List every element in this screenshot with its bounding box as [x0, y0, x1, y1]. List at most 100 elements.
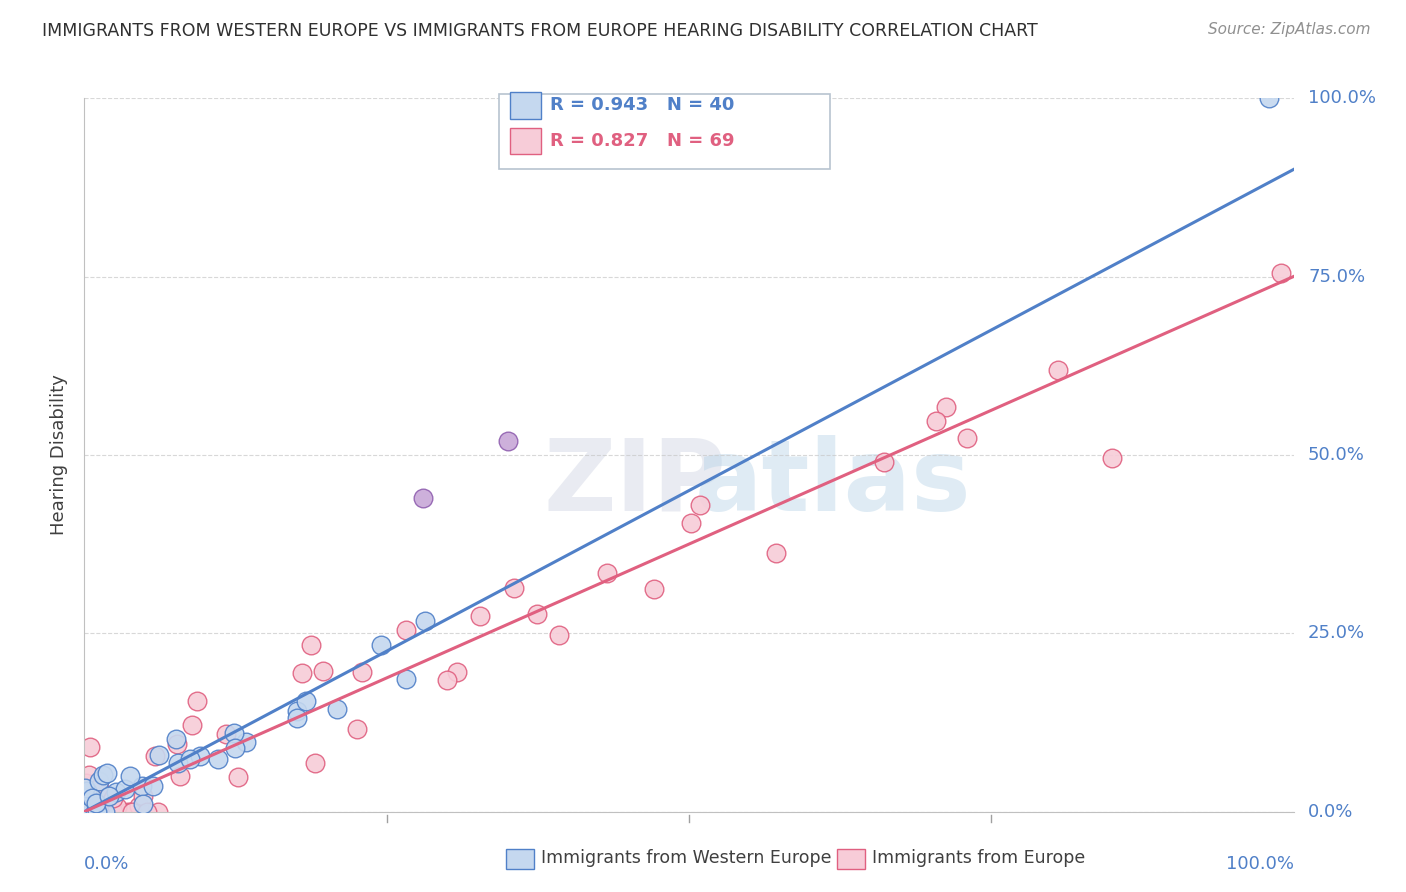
- Point: [131, 779, 153, 793]
- Point: [79, 805, 101, 819]
- Point: [76, 805, 98, 819]
- Point: [77, 805, 100, 819]
- Point: [148, 747, 170, 762]
- Point: [1270, 266, 1292, 280]
- Point: [77, 805, 100, 819]
- Point: [285, 711, 308, 725]
- Point: [186, 694, 208, 708]
- Point: [188, 749, 211, 764]
- Point: [76, 784, 98, 798]
- Text: 75.0%: 75.0%: [1308, 268, 1365, 285]
- Point: [689, 498, 711, 512]
- Point: [235, 735, 257, 749]
- Point: [79, 739, 101, 754]
- Text: R = 0.827   N = 69: R = 0.827 N = 69: [550, 132, 734, 150]
- Point: [166, 737, 188, 751]
- Point: [142, 779, 165, 793]
- Point: [179, 752, 201, 766]
- Text: 50.0%: 50.0%: [1308, 446, 1365, 464]
- Point: [80, 791, 103, 805]
- Text: 100.0%: 100.0%: [1226, 855, 1294, 872]
- Point: [395, 623, 418, 637]
- Text: IMMIGRANTS FROM WESTERN EUROPE VS IMMIGRANTS FROM EUROPE HEARING DISABILITY CORR: IMMIGRANTS FROM WESTERN EUROPE VS IMMIGR…: [42, 22, 1038, 40]
- Point: [76, 805, 98, 819]
- Point: [80, 805, 103, 819]
- Point: [1046, 363, 1069, 377]
- Point: [679, 516, 702, 531]
- Point: [135, 805, 157, 819]
- Point: [167, 756, 190, 771]
- Point: [346, 723, 368, 737]
- Point: [91, 768, 114, 782]
- Text: atlas: atlas: [695, 435, 972, 532]
- Text: Source: ZipAtlas.com: Source: ZipAtlas.com: [1208, 22, 1371, 37]
- Point: [94, 805, 117, 819]
- Point: [94, 788, 117, 802]
- Point: [73, 800, 96, 814]
- Point: [79, 780, 101, 794]
- Point: [299, 638, 322, 652]
- Point: [86, 805, 108, 819]
- Point: [77, 805, 100, 819]
- Point: [325, 701, 347, 715]
- Point: [103, 791, 125, 805]
- Point: [87, 805, 110, 819]
- Y-axis label: Hearing Disability: Hearing Disability: [51, 375, 69, 535]
- Point: [222, 726, 245, 740]
- Point: [120, 805, 142, 819]
- Point: [468, 609, 491, 624]
- Point: [873, 455, 896, 469]
- Point: [114, 782, 136, 797]
- Point: [94, 805, 117, 819]
- Text: ZIP: ZIP: [544, 435, 727, 532]
- Point: [98, 789, 121, 804]
- Point: [76, 786, 98, 800]
- Point: [77, 805, 100, 819]
- Point: [131, 789, 153, 803]
- Point: [84, 796, 107, 810]
- Point: [75, 794, 97, 808]
- Point: [77, 768, 100, 782]
- Point: [1101, 451, 1123, 466]
- Point: [93, 793, 115, 807]
- Point: [73, 781, 96, 796]
- Point: [73, 805, 96, 819]
- Point: [121, 805, 143, 819]
- Point: [87, 805, 110, 819]
- Point: [370, 638, 392, 652]
- Point: [304, 756, 326, 770]
- Point: [765, 546, 787, 560]
- Text: Immigrants from Europe: Immigrants from Europe: [872, 849, 1085, 867]
- Point: [1258, 91, 1281, 105]
- Point: [181, 718, 204, 732]
- Point: [96, 766, 118, 780]
- Point: [105, 785, 128, 799]
- Point: [89, 774, 111, 789]
- Point: [77, 805, 100, 819]
- Point: [228, 770, 250, 784]
- Point: [75, 776, 97, 790]
- Point: [73, 805, 96, 819]
- Point: [128, 799, 150, 814]
- Point: [526, 607, 548, 622]
- Point: [79, 805, 101, 819]
- Point: [412, 491, 434, 505]
- Point: [503, 581, 526, 595]
- Text: R = 0.943   N = 40: R = 0.943 N = 40: [550, 96, 734, 114]
- Point: [295, 694, 318, 708]
- Text: 100.0%: 100.0%: [1308, 89, 1376, 107]
- Point: [169, 770, 191, 784]
- Point: [143, 748, 166, 763]
- Point: [350, 665, 373, 679]
- Point: [215, 727, 238, 741]
- Point: [956, 431, 979, 445]
- Point: [93, 805, 115, 819]
- Point: [132, 797, 155, 812]
- Point: [224, 741, 246, 756]
- Point: [84, 805, 107, 819]
- Point: [547, 628, 569, 642]
- Text: Immigrants from Western Europe: Immigrants from Western Europe: [541, 849, 832, 867]
- Point: [77, 805, 100, 819]
- Point: [120, 769, 142, 783]
- Point: [291, 665, 314, 680]
